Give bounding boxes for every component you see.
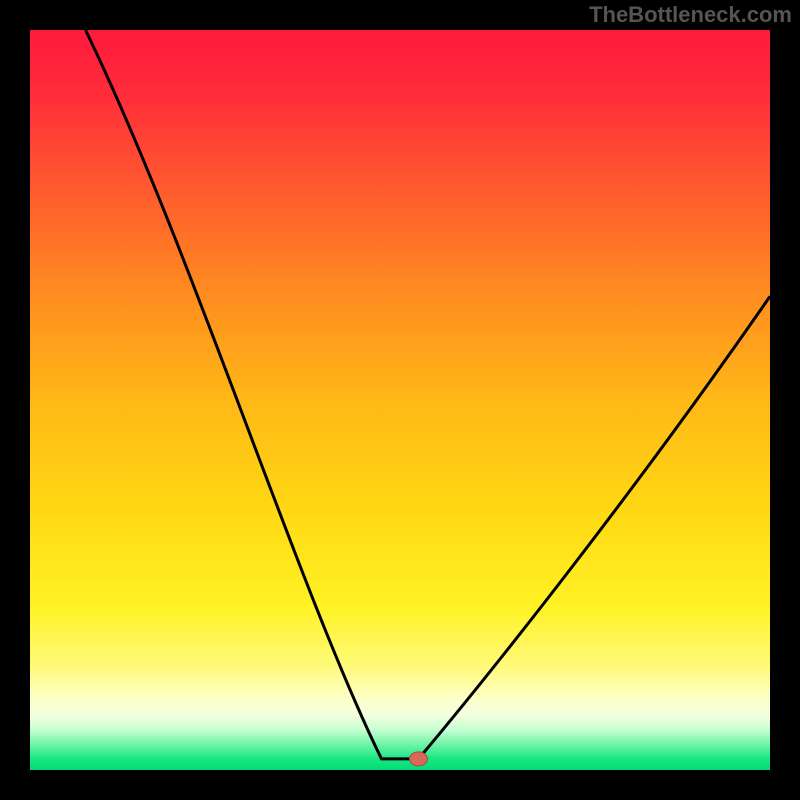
chart-svg	[0, 0, 800, 800]
bottleneck-chart: TheBottleneck.com	[0, 0, 800, 800]
optimal-point-marker	[410, 752, 428, 766]
watermark-text: TheBottleneck.com	[589, 2, 792, 28]
plot-area	[30, 30, 770, 770]
